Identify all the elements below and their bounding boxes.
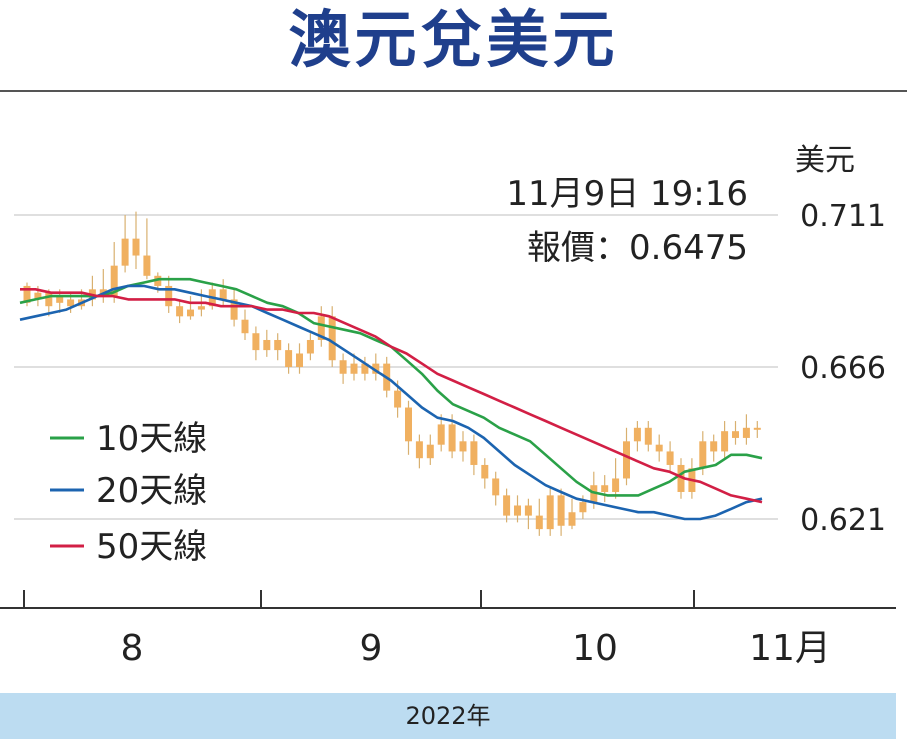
candle-body xyxy=(241,319,249,334)
candle-body xyxy=(45,292,53,307)
gridlines xyxy=(14,214,778,520)
y-tick-label: 0.711 xyxy=(800,199,886,234)
candle-body xyxy=(426,444,434,459)
candle-body xyxy=(437,424,445,445)
candle-body xyxy=(339,360,347,374)
candle-body xyxy=(285,350,293,367)
candle-body xyxy=(219,289,227,300)
legend: 10天線 20天線 50天線 xyxy=(50,419,207,567)
candle-body xyxy=(753,427,761,430)
candle-body xyxy=(252,333,260,351)
candle-body xyxy=(503,495,511,516)
candle-body xyxy=(306,339,314,354)
candle-body xyxy=(470,441,478,465)
footer-year: 2022年 xyxy=(0,693,896,739)
candle-body xyxy=(176,306,184,317)
candle-body xyxy=(143,255,151,276)
candle-body xyxy=(514,505,521,516)
candle-body xyxy=(721,431,729,452)
candle-body xyxy=(535,515,543,530)
legend-label: 50天線 xyxy=(96,527,207,567)
candle-body xyxy=(579,502,587,513)
candle-body xyxy=(121,238,129,266)
candle-body xyxy=(644,427,652,445)
candle-body xyxy=(165,285,173,307)
candle-body xyxy=(601,485,609,492)
candle-body xyxy=(710,441,718,452)
candle-body xyxy=(132,238,140,256)
candle-body xyxy=(699,441,707,469)
candle-body xyxy=(296,353,303,367)
y-tick-label: 0.666 xyxy=(800,351,886,386)
candle-body xyxy=(742,427,750,438)
candle-body xyxy=(372,363,380,374)
candle-body xyxy=(677,464,685,492)
chart-title: 澳元兌美元 xyxy=(288,3,619,76)
candle-body xyxy=(546,495,554,530)
title-divider xyxy=(0,90,907,92)
candle-body xyxy=(317,316,325,340)
candle-body xyxy=(197,306,205,310)
candle-body xyxy=(394,390,402,408)
x-tick-label: 10 xyxy=(572,628,618,669)
candle-body xyxy=(405,407,412,442)
candle-body xyxy=(612,478,620,492)
legend-label: 10天線 xyxy=(96,419,207,459)
x-tick-label: 8 xyxy=(121,628,144,669)
candle-body xyxy=(187,309,194,317)
candle-body xyxy=(110,265,118,297)
candle-body xyxy=(633,427,641,442)
candle-body xyxy=(732,431,739,438)
candle-body xyxy=(263,339,271,351)
candle-body xyxy=(154,275,162,286)
chart-area: 0.711 0.666 0.621 8 9 10 11月 10天線 20天線 50天線 美元 1… xyxy=(0,143,896,669)
candle-body xyxy=(56,296,64,303)
candle-body xyxy=(230,299,238,320)
candle-body xyxy=(274,339,282,351)
y-tick-label: 0.621 xyxy=(800,503,886,538)
legend-label: 20天線 xyxy=(96,471,207,511)
candle-body xyxy=(34,292,42,300)
candle-body xyxy=(524,505,532,516)
candle-body xyxy=(67,299,75,307)
candle-body xyxy=(655,444,663,452)
series-line-2 xyxy=(19,284,763,521)
candle-body xyxy=(23,285,31,303)
candle-body xyxy=(481,464,489,479)
candle-body xyxy=(448,424,456,452)
candle-body xyxy=(492,478,500,496)
x-tick-label: 9 xyxy=(360,628,383,669)
annotation-datetime: 11月9日 19:16 xyxy=(506,174,748,214)
moving-average-lines xyxy=(19,277,763,521)
candle-body xyxy=(361,363,369,374)
annotation-price: 報價：0.6475 xyxy=(527,228,748,268)
candle-body xyxy=(459,441,467,452)
candle-body xyxy=(328,316,336,361)
series-line-1 xyxy=(19,277,763,497)
candle-body xyxy=(415,441,423,459)
y-axis-unit: 美元 xyxy=(795,143,855,178)
candle-body xyxy=(666,451,674,465)
axes: 0.711 0.666 0.621 8 9 10 11月 xyxy=(0,199,896,669)
x-tick-label: 11月 xyxy=(749,628,831,669)
series-line-3 xyxy=(20,287,763,504)
candle-body xyxy=(568,512,576,526)
candle-body xyxy=(557,495,565,526)
candle-body xyxy=(350,363,358,374)
candle-body xyxy=(623,441,630,479)
